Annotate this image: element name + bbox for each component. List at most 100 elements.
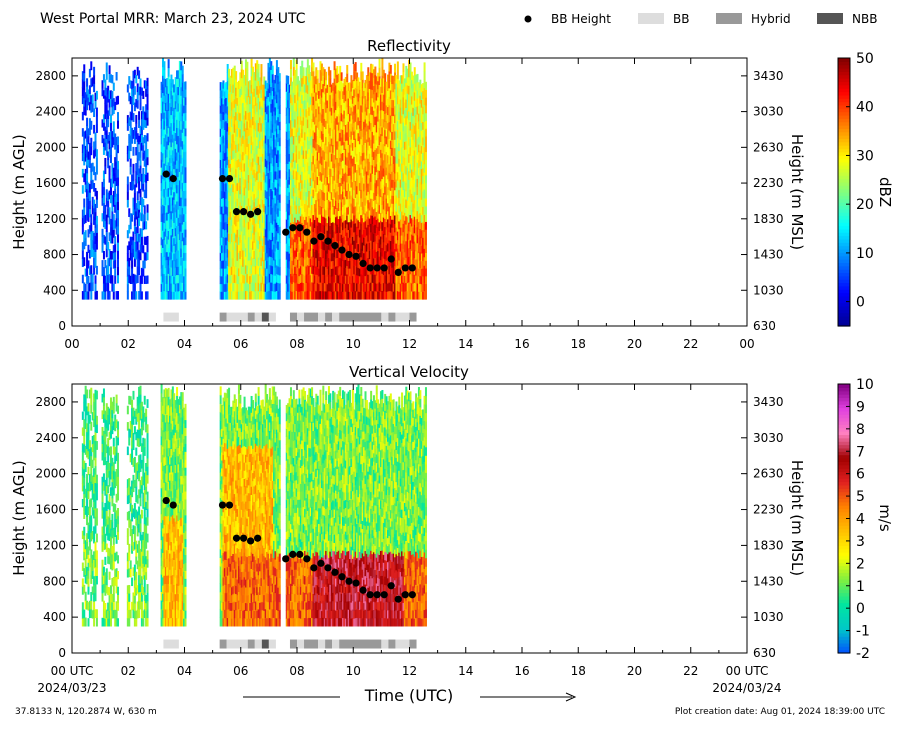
heatmap-cell	[401, 123, 404, 132]
heatmap-cell	[178, 112, 181, 121]
heatmap-cell	[268, 281, 271, 291]
heatmap-cell	[169, 291, 172, 300]
heatmap-cell	[273, 173, 276, 183]
heatmap-cell	[409, 256, 412, 266]
heatmap-cell	[95, 90, 98, 100]
heatmap-cell	[412, 211, 415, 220]
heatmap-cell	[406, 249, 409, 259]
heatmap-cell	[111, 211, 114, 220]
heatmap-cell	[360, 181, 363, 190]
heatmap-cell	[108, 98, 111, 108]
heatmap-cell	[162, 178, 165, 188]
heatmap-cell	[108, 73, 111, 83]
heatmap-cell	[306, 59, 309, 69]
heatmap-cell	[140, 244, 143, 253]
heatmap-cell	[252, 274, 255, 283]
heatmap-cell	[128, 133, 131, 143]
heatmap-cell	[342, 152, 345, 161]
heatmap-cell	[379, 267, 382, 276]
heatmap-cell	[273, 134, 276, 143]
heatmap-cell	[394, 265, 397, 275]
heatmap-cell	[326, 115, 329, 124]
heatmap-cell	[356, 258, 359, 268]
heatmap-cell	[358, 221, 361, 230]
heatmap-cell	[126, 153, 129, 162]
heatmap-cell	[333, 273, 336, 283]
heatmap-cell	[87, 244, 90, 253]
heatmap-cell	[133, 184, 136, 194]
heatmap-cell	[344, 84, 347, 94]
heatmap-cell	[319, 137, 322, 147]
heatmap-cell	[392, 291, 395, 300]
heatmap-cell	[219, 252, 222, 261]
heatmap-cell	[384, 202, 387, 211]
heatmap-cell	[378, 161, 381, 171]
heatmap-cell	[315, 208, 318, 217]
heatmap-cell	[274, 147, 277, 156]
heatmap-cell	[289, 60, 292, 69]
heatmap-cell	[232, 142, 235, 151]
heatmap-cell	[225, 144, 228, 153]
heatmap-cell	[347, 136, 350, 145]
heatmap-cell	[126, 230, 129, 239]
heatmap-cell	[176, 225, 179, 235]
heatmap-cell	[289, 188, 292, 198]
heatmap-cell	[170, 218, 173, 228]
heatmap-cell	[87, 89, 90, 98]
heatmap-cell	[102, 170, 105, 180]
heatmap-cell	[112, 82, 115, 91]
heatmap-cell	[358, 151, 361, 160]
heatmap-cell	[177, 78, 180, 88]
heatmap-cell	[176, 241, 179, 251]
heatmap-cell	[178, 265, 181, 275]
heatmap-cell	[171, 181, 174, 190]
heatmap-cell	[244, 127, 247, 137]
heatmap-cell	[232, 241, 235, 250]
heatmap-cell	[339, 74, 342, 83]
heatmap-cell	[346, 165, 349, 175]
heatmap-cell	[93, 249, 96, 259]
heatmap-cell	[372, 151, 375, 160]
heatmap-cell	[360, 130, 363, 140]
heatmap-cell	[94, 275, 97, 284]
heatmap-cell	[264, 135, 267, 144]
heatmap-cell	[295, 282, 298, 292]
heatmap-cell	[253, 153, 256, 162]
heatmap-cell	[396, 171, 399, 181]
heatmap-cell	[360, 121, 363, 131]
heatmap-cell	[271, 240, 274, 250]
heatmap-cell	[381, 290, 384, 300]
heatmap-cell	[266, 152, 269, 161]
heatmap-cell	[316, 160, 319, 169]
heatmap-cell	[316, 70, 319, 79]
heatmap-cell	[247, 268, 250, 277]
heatmap-cell	[356, 218, 359, 227]
heatmap-cell	[274, 251, 277, 260]
heatmap-cell	[242, 102, 245, 112]
heatmap-cell	[319, 146, 322, 156]
heatmap-cell	[342, 83, 345, 92]
heatmap-cell	[253, 96, 256, 105]
heatmap-cell	[394, 139, 397, 149]
heatmap-cell	[128, 76, 131, 85]
heatmap-cell	[334, 175, 337, 185]
heatmap-cell	[379, 244, 382, 253]
heatmap-cell	[167, 101, 170, 111]
heatmap-cell	[297, 235, 300, 244]
heatmap-cell	[256, 230, 259, 240]
heatmap-cell	[377, 218, 380, 227]
heatmap-cell	[402, 113, 405, 123]
heatmap-cell	[353, 72, 356, 82]
heatmap-cell	[254, 240, 257, 250]
heatmap-cell	[114, 172, 117, 182]
heatmap-cell	[225, 283, 228, 292]
heatmap-cell	[340, 145, 343, 154]
heatmap-cell	[257, 189, 260, 199]
heatmap-cell	[174, 132, 177, 141]
heatmap-cell	[257, 248, 260, 258]
heatmap-cell	[398, 142, 401, 152]
heatmap-cell	[132, 248, 135, 258]
heatmap-cell	[173, 230, 176, 239]
heatmap-cell	[275, 77, 278, 87]
heatmap-cell	[409, 138, 412, 148]
